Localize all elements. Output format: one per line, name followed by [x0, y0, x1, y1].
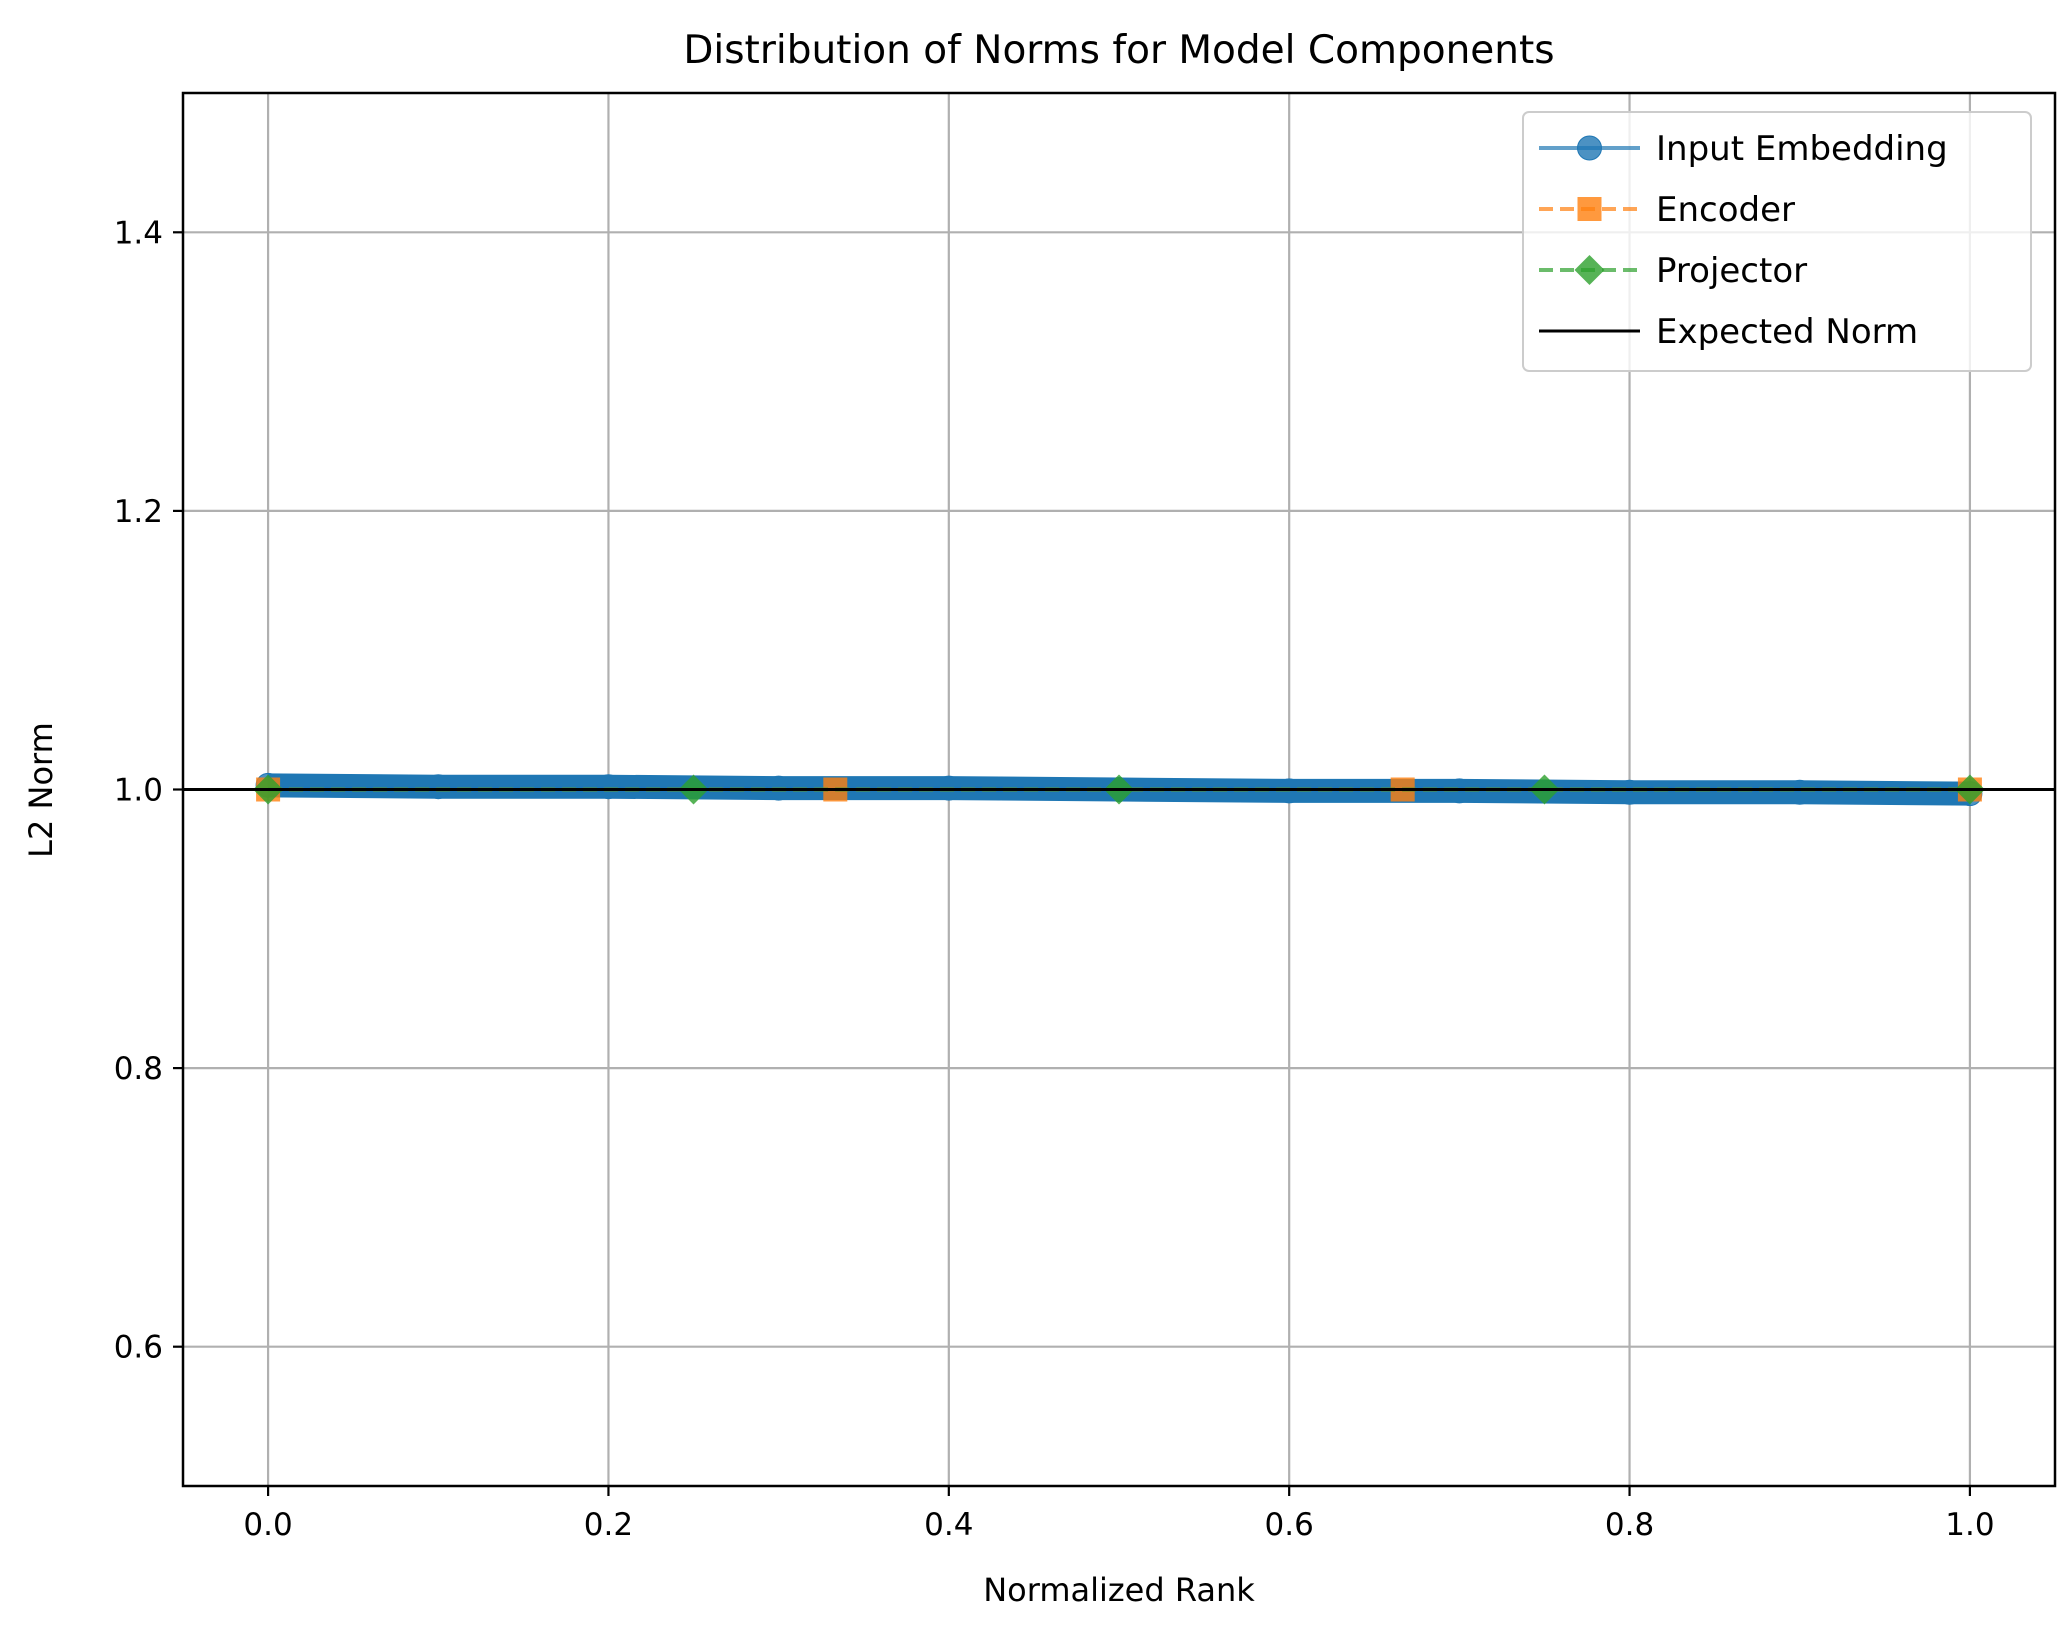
x-axis-label: Normalized Rank: [983, 1571, 1255, 1609]
x-tick-label: 1.0: [1945, 1507, 1994, 1543]
x-tick-label: 0.0: [243, 1507, 292, 1543]
x-tick-label: 0.8: [1605, 1507, 1654, 1543]
y-tick-label: 1.4: [114, 215, 163, 251]
chart-title: Distribution of Norms for Model Componen…: [683, 28, 1554, 73]
legend: Input Embedding Encoder Projector Expected …: [1522, 111, 2032, 372]
ticks: 0.0 0.2 0.4 0.6 0.8 1.0 0.6 0.8 1.0 1.2 1.4: [114, 215, 1995, 1543]
legend-marker: [1577, 197, 1602, 221]
y-axis-label: L2 Norm: [22, 722, 60, 858]
legend-entry: Encoder: [1539, 190, 1795, 230]
legend-entry: Projector: [1539, 251, 1807, 291]
legend-box: [1522, 111, 2032, 372]
input-embedding-point: [595, 774, 621, 800]
legend-label: Encoder: [1656, 190, 1795, 230]
x-tick-label: 0.6: [1265, 1507, 1314, 1543]
input-embedding-point: [1617, 779, 1643, 805]
x-tick-label: 0.4: [924, 1507, 973, 1543]
y-tick-label: 0.6: [114, 1330, 163, 1366]
legend-label: Projector: [1656, 251, 1807, 291]
input-embedding-point: [425, 774, 451, 800]
y-tick-label: 1.2: [114, 494, 163, 530]
y-tick-label: 1.0: [114, 773, 163, 809]
y-tick-label: 0.8: [114, 1051, 163, 1087]
legend-label: Input Embedding: [1656, 129, 1948, 169]
x-tick-label: 0.2: [584, 1507, 633, 1543]
legend-entry: Input Embedding: [1539, 129, 1948, 169]
series-layer: [183, 772, 2055, 807]
input-embedding-point: [1787, 779, 1813, 805]
legend-marker: [1577, 135, 1602, 161]
legend-label: Expected Norm: [1656, 312, 1918, 352]
legend-marker: [1574, 255, 1605, 285]
legend-entry: Expected Norm: [1539, 312, 1918, 352]
